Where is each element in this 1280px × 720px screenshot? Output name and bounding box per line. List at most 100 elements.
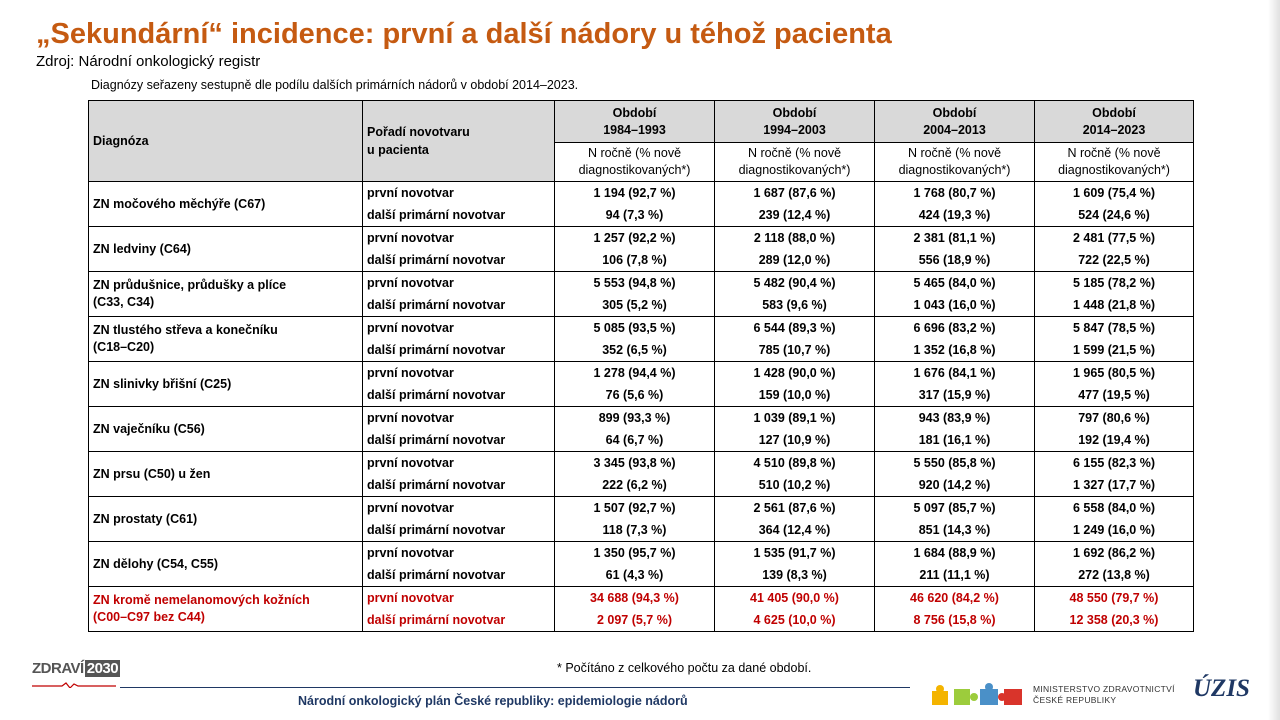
diagnosis-line: (C18–C20) (93, 340, 155, 354)
value-cell: 5 553 (94,8 %) (554, 271, 715, 294)
value-cell: 139 (8,3 %) (714, 564, 875, 587)
period-years: 1994–2003 (763, 122, 826, 137)
header-order-line1: Pořadí novotvaru (367, 125, 470, 139)
header-period-4: Období 2014–2023 (1034, 100, 1194, 143)
header-period-2: Období 1994–2003 (714, 100, 875, 143)
order-next-cell: další primární novotvar (362, 249, 555, 272)
table-row: ZN kromě nemelanomových kožních (C00–C97 … (88, 586, 1194, 632)
uzis-logo: ÚZIS (1193, 675, 1250, 702)
value-cell: 211 (11,1 %) (874, 564, 1035, 587)
value-cell: 943 (83,9 %) (874, 406, 1035, 429)
diagnosis-line: ZN prostaty (C61) (93, 511, 198, 526)
value-cell: 797 (80,6 %) (1034, 406, 1194, 429)
diagnosis-line: ZN močového měchýře (C67) (93, 196, 266, 211)
sub-header-4: N ročně (% nově diagnostikovaných*) (1034, 142, 1194, 182)
value-cell: 272 (13,8 %) (1034, 564, 1194, 587)
order-next-cell: další primární novotvar (362, 474, 555, 497)
sub-header-line2: diagnostikovaných*) (738, 163, 851, 177)
value-cell: 61 (4,3 %) (554, 564, 715, 587)
table-row: další primární novotvar 94 (7,3 %) 239 (12… (89, 204, 1194, 227)
value-cell: 5 465 (84,0 %) (874, 271, 1035, 294)
value-cell: 1 278 (94,4 %) (554, 361, 715, 384)
table-row: další primární novotvar 76 (5,6 %) 159 (10… (89, 384, 1194, 407)
value-cell: 510 (10,2 %) (714, 474, 875, 497)
diagnosis-cell: ZN prsu (C50) u žen (88, 451, 363, 497)
page-title: „Sekundární“ incidence: první a další ná… (36, 18, 892, 50)
value-cell: 1 507 (92,7 %) (554, 496, 715, 519)
diagnosis-line: ZN vaječníku (C56) (93, 421, 205, 436)
value-cell: 2 481 (77,5 %) (1034, 226, 1194, 249)
value-cell: 5 482 (90,4 %) (714, 271, 875, 294)
diagnosis-cell: ZN slinivky břišní (C25) (88, 361, 363, 407)
order-first-cell: první novotvar (362, 541, 555, 564)
diagnosis-cell: ZN dělohy (C54, C55) (88, 541, 363, 587)
value-cell: 48 550 (79,7 %) (1034, 586, 1194, 609)
sub-header-line1: N ročně (% nově (1067, 146, 1161, 160)
value-cell: 2 381 (81,1 %) (874, 226, 1035, 249)
table-row: další primární novotvar 64 (6,7 %) 127 (10… (89, 429, 1194, 452)
order-first-cell: první novotvar (362, 181, 555, 204)
value-cell: 364 (12,4 %) (714, 519, 875, 542)
diagnosis-cell: ZN průdušnice, průdušky a plíce (C33, C34… (88, 271, 363, 317)
value-cell: 1 692 (86,2 %) (1034, 541, 1194, 564)
value-cell: 239 (12,4 %) (714, 204, 875, 227)
value-cell: 1 039 (89,1 %) (714, 406, 875, 429)
value-cell: 1 352 (16,8 %) (874, 339, 1035, 362)
value-cell: 5 550 (85,8 %) (874, 451, 1035, 474)
value-cell: 2 561 (87,6 %) (714, 496, 875, 519)
sub-header-3: N ročně (% nově diagnostikovaných*) (874, 142, 1035, 182)
order-next-cell: další primární novotvar (362, 384, 555, 407)
value-cell: 1 609 (75,4 %) (1034, 181, 1194, 204)
sub-header-2: N ročně (% nově diagnostikovaných*) (714, 142, 875, 182)
ministry-puzzle-logo-icon (932, 683, 1022, 705)
table-row: další primární novotvar 352 (6,5 %) 785 (1… (89, 339, 1194, 362)
table-row: ZN slinivky břišní (C25) první novotvar 1… (88, 361, 1194, 407)
sub-header-1: N ročně (% nově diagnostikovaných*) (554, 142, 715, 182)
sub-header-line2: diagnostikovaných*) (578, 163, 691, 177)
order-first-cell: první novotvar (362, 496, 555, 519)
diagnosis-line: ZN prsu (C50) u žen (93, 466, 211, 481)
value-cell: 5 097 (85,7 %) (874, 496, 1035, 519)
diagnosis-line: ZN průdušnice, průdušky a plíce (93, 278, 287, 292)
table-row: ZN tlustého střeva a konečníku (C18–C20) … (88, 316, 1194, 362)
value-cell: 305 (5,2 %) (554, 294, 715, 317)
footer-plan-title: Národní onkologický plán České republiky… (298, 694, 688, 708)
diagnosis-cell: ZN tlustého střeva a konečníku (C18–C20) (88, 316, 363, 362)
value-cell: 1 676 (84,1 %) (874, 361, 1035, 384)
ministry-name: MINISTERSTVO ZDRAVOTNICTVÍ ČESKÉ REPUBLI… (1033, 684, 1175, 706)
diagnosis-line: (C00–C97 bez C44) (93, 610, 205, 624)
order-first-cell: první novotvar (362, 451, 555, 474)
value-cell: 6 696 (83,2 %) (874, 316, 1035, 339)
value-cell: 722 (22,5 %) (1034, 249, 1194, 272)
value-cell: 3 345 (93,8 %) (554, 451, 715, 474)
order-first-cell: první novotvar (362, 226, 555, 249)
value-cell: 1 043 (16,0 %) (874, 294, 1035, 317)
order-next-cell: další primární novotvar (362, 294, 555, 317)
period-label: Období (612, 105, 657, 120)
value-cell: 4 625 (10,0 %) (714, 609, 875, 632)
value-cell: 1 599 (21,5 %) (1034, 339, 1194, 362)
value-cell: 1 768 (80,7 %) (874, 181, 1035, 204)
value-cell: 352 (6,5 %) (554, 339, 715, 362)
value-cell: 127 (10,9 %) (714, 429, 875, 452)
diagnosis-cell: ZN kromě nemelanomových kožních (C00–C97 … (88, 586, 363, 632)
diagnosis-line: ZN ledviny (C64) (93, 241, 191, 256)
footer-divider (120, 687, 910, 688)
value-cell: 46 620 (84,2 %) (874, 586, 1035, 609)
diagnosis-cell: ZN ledviny (C64) (88, 226, 363, 272)
diagnosis-line: ZN dělohy (C54, C55) (93, 556, 219, 571)
value-cell: 5 847 (78,5 %) (1034, 316, 1194, 339)
order-first-cell: první novotvar (362, 586, 555, 609)
value-cell: 192 (19,4 %) (1034, 429, 1194, 452)
value-cell: 6 558 (84,0 %) (1034, 496, 1194, 519)
table-row: ZN vaječníku (C56) první novotvar 899 (93… (88, 406, 1194, 452)
value-cell: 5 185 (78,2 %) (1034, 271, 1194, 294)
table-row: ZN močového měchýře (C67) první novotvar… (88, 181, 1194, 227)
period-years: 1984–1993 (603, 122, 666, 137)
sort-note: Diagnózy seřazeny sestupně dle podílu da… (91, 78, 579, 92)
value-cell: 1 448 (21,8 %) (1034, 294, 1194, 317)
right-edge-shadow (1268, 0, 1280, 720)
sub-header-line2: diagnostikovaných*) (1058, 163, 1170, 177)
value-cell: 785 (10,7 %) (714, 339, 875, 362)
order-next-cell: další primární novotvar (362, 429, 555, 452)
